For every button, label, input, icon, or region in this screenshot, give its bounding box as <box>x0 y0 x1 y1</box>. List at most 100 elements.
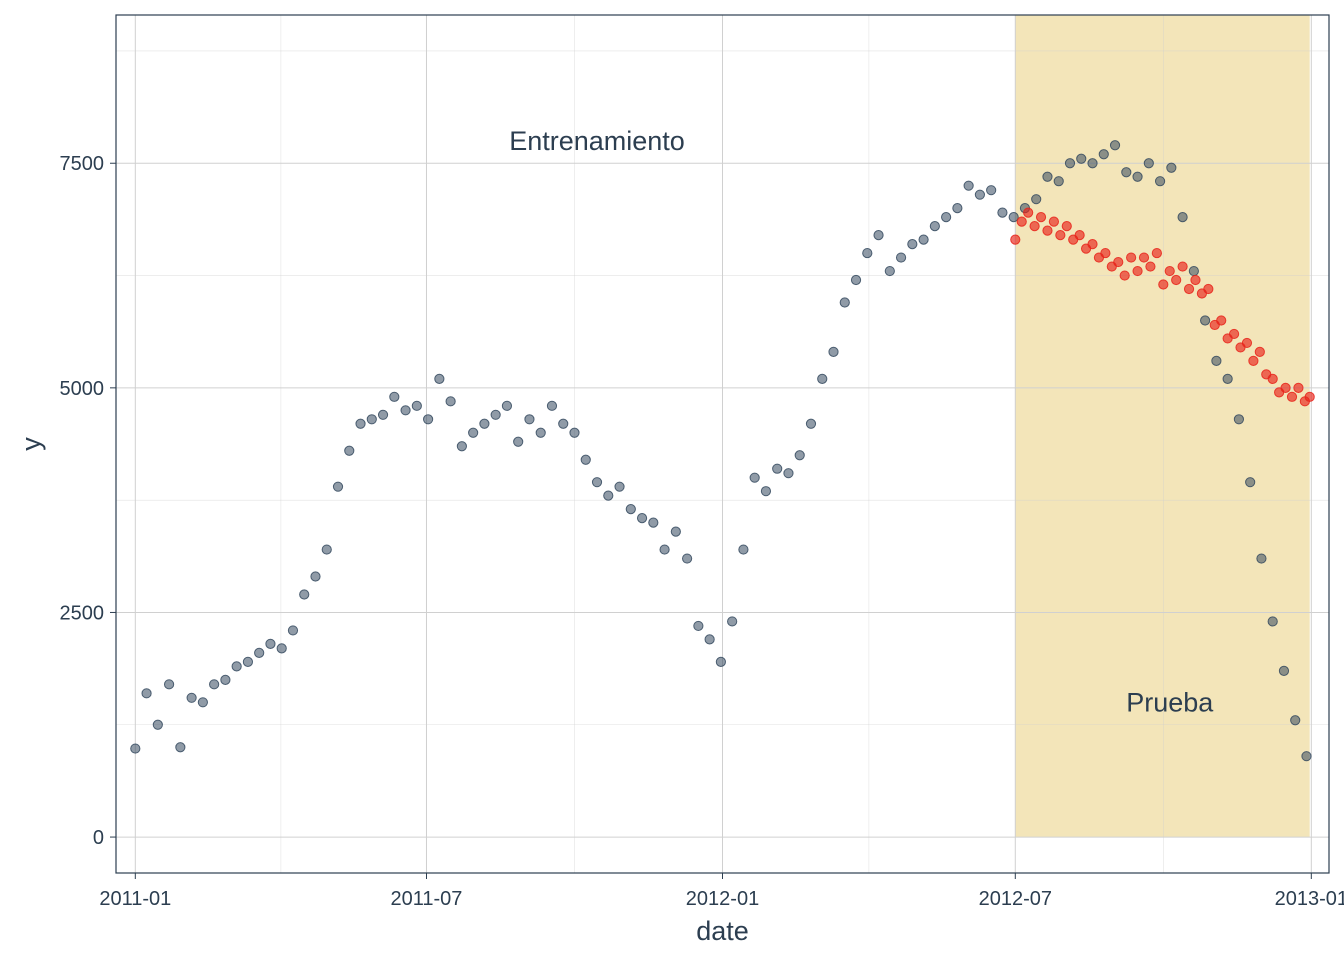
data-point <box>1278 665 1290 676</box>
data-point <box>1177 212 1188 223</box>
data-point <box>1188 265 1199 277</box>
y-tick-label: 7500 <box>60 153 105 175</box>
prediction-point <box>1126 252 1137 263</box>
data-point <box>682 553 693 564</box>
data-point <box>400 405 411 416</box>
data-point <box>1042 171 1053 182</box>
prediction-point <box>1171 274 1182 286</box>
prediction-point <box>1286 391 1298 402</box>
data-point <box>501 400 513 411</box>
x-tick-label: 2012-01 <box>686 888 759 910</box>
prediction-point <box>1055 230 1066 241</box>
data-points <box>130 140 1315 762</box>
prediction-point <box>1035 212 1047 223</box>
data-point <box>636 513 648 524</box>
data-point <box>321 544 332 555</box>
data-point <box>884 265 895 277</box>
prediction-point <box>1267 373 1278 384</box>
prediction-point <box>1100 247 1111 259</box>
data-point <box>1008 212 1019 223</box>
data-point <box>862 247 873 259</box>
prediction-point <box>1177 261 1188 272</box>
data-point <box>276 643 287 654</box>
data-point <box>580 454 591 465</box>
data-point <box>873 230 884 241</box>
data-point <box>659 544 670 555</box>
data-point <box>1222 373 1233 384</box>
data-point <box>1256 553 1267 564</box>
data-point <box>175 742 186 753</box>
data-point <box>513 436 524 447</box>
data-point <box>287 625 299 636</box>
data-point <box>130 743 141 754</box>
data-point <box>907 238 918 250</box>
prediction-point <box>1190 274 1201 286</box>
data-point <box>986 185 997 196</box>
prediction-point <box>1074 230 1085 241</box>
prediction-point <box>1138 252 1150 263</box>
data-point <box>941 212 952 223</box>
prediction-point <box>1010 234 1021 245</box>
data-point <box>186 692 197 703</box>
y-axis-title: y <box>16 437 46 451</box>
data-point <box>895 252 907 263</box>
data-point <box>209 679 220 690</box>
prediction-point <box>1113 256 1124 268</box>
data-point <box>468 427 479 438</box>
data-point <box>591 477 603 488</box>
data-point <box>1053 176 1064 187</box>
x-tick-label: 2011-07 <box>391 888 463 910</box>
y-tick-label: 2500 <box>60 602 105 624</box>
data-point <box>231 661 242 672</box>
data-point <box>1121 167 1132 178</box>
test-period-band <box>1015 15 1310 838</box>
y-tick-label: 0 <box>93 827 104 849</box>
data-point <box>1267 616 1278 627</box>
prediction-point <box>1132 265 1143 277</box>
prediction-point <box>1248 355 1259 366</box>
data-point <box>344 445 355 456</box>
data-point <box>1290 715 1301 726</box>
data-point <box>558 418 569 429</box>
prediction-point <box>1048 216 1060 227</box>
data-point <box>152 719 163 730</box>
test-period-band-layer <box>1015 15 1310 838</box>
data-point <box>738 544 749 555</box>
data-point <box>1087 158 1098 169</box>
data-point <box>704 634 715 645</box>
data-point <box>546 400 558 411</box>
data-point <box>535 427 546 438</box>
x-axis-title: date <box>696 916 749 946</box>
data-point <box>524 414 535 425</box>
data-point <box>569 427 580 438</box>
data-point <box>839 297 850 308</box>
data-point <box>163 679 175 690</box>
data-point <box>603 490 614 501</box>
data-point <box>614 481 625 492</box>
data-point <box>456 441 467 452</box>
data-point <box>332 481 344 492</box>
data-point <box>974 189 986 200</box>
data-point <box>805 418 817 429</box>
x-tick-label: 2012-07 <box>979 888 1052 910</box>
data-point <box>265 638 276 650</box>
data-point <box>197 697 208 708</box>
annotation-prueba: Prueba <box>1126 687 1214 717</box>
prediction-point <box>1119 270 1130 281</box>
prediction-point <box>1042 225 1053 236</box>
data-point <box>693 620 704 632</box>
data-point <box>1166 162 1177 173</box>
data-point <box>366 414 377 425</box>
data-point <box>828 346 839 358</box>
axes: 2011-01 2011-07 2012-01 2012-07 2013-01 … <box>16 153 1344 946</box>
data-point <box>1132 171 1143 182</box>
data-point <box>952 203 963 214</box>
grid-lines <box>116 15 1329 873</box>
data-point <box>749 472 760 483</box>
prediction-point <box>1061 221 1072 232</box>
data-point <box>141 688 152 699</box>
prediction-point <box>1151 247 1162 259</box>
prediction-point <box>1304 391 1315 402</box>
